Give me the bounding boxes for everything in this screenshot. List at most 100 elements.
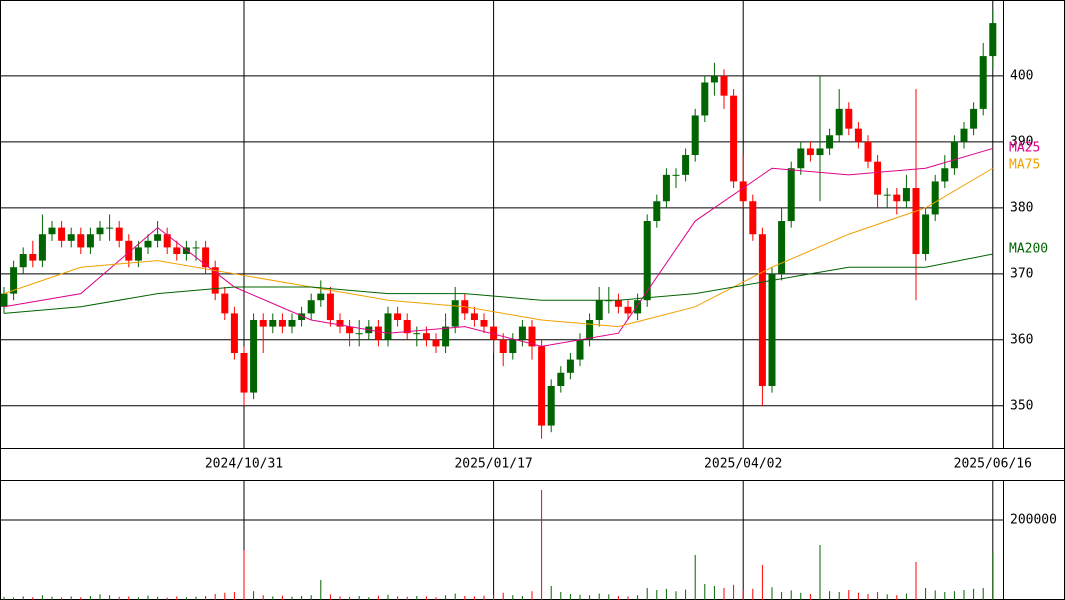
- candle-body: [816, 148, 824, 156]
- candle-body: [701, 82, 709, 116]
- candle-body: [557, 372, 565, 386]
- candle-body: [29, 254, 37, 261]
- x-tick-label: 2025/06/16: [954, 457, 1032, 472]
- candle-body: [845, 108, 853, 129]
- candle-body: [749, 201, 757, 235]
- candle-body: [278, 320, 286, 327]
- candle-body: [442, 326, 450, 347]
- candle-body: [384, 313, 392, 340]
- candle-body: [154, 234, 162, 241]
- candle-body: [125, 240, 133, 261]
- candle-body: [490, 326, 498, 340]
- candle-body: [403, 320, 411, 334]
- candle-body: [202, 247, 210, 268]
- candle-body: [86, 234, 94, 248]
- candle-body: [499, 339, 507, 353]
- candle-body: [778, 221, 786, 274]
- candle-body: [614, 300, 622, 307]
- candle-body: [950, 141, 958, 169]
- candle-body: [710, 75, 718, 83]
- candle-body: [941, 168, 949, 182]
- volume-tick-label: 200000: [1010, 513, 1057, 528]
- y-tick-label: 390: [1010, 134, 1033, 149]
- legend-label: MA75: [1009, 158, 1040, 173]
- candle-body: [470, 313, 478, 320]
- candle-body: [672, 174, 680, 176]
- candle-body: [528, 326, 536, 347]
- candle-body: [518, 326, 526, 340]
- y-tick-label: 350: [1010, 398, 1033, 413]
- candle-body: [634, 300, 642, 314]
- y-tick-label: 400: [1010, 68, 1033, 83]
- candle-body: [374, 326, 382, 340]
- candle-body: [182, 247, 190, 255]
- candle-body: [826, 135, 834, 149]
- candle-body: [586, 320, 594, 340]
- candle-body: [259, 320, 267, 327]
- candle-body: [902, 188, 910, 202]
- candle-body: [691, 115, 699, 156]
- candle-body: [979, 56, 987, 109]
- candle-body: [730, 95, 738, 182]
- legend-label: MA25: [1009, 141, 1040, 156]
- candle-body: [230, 313, 238, 353]
- candle-body: [134, 247, 142, 261]
- candle-body: [653, 201, 661, 222]
- candle-body: [451, 300, 459, 327]
- candle-body: [989, 23, 997, 57]
- candle-body: [115, 227, 123, 241]
- candle-body: [912, 188, 920, 255]
- candle-body: [173, 247, 181, 255]
- candle-body: [336, 320, 344, 327]
- candle-body: [970, 108, 978, 129]
- candle-body: [211, 267, 219, 294]
- candle-body: [835, 108, 843, 136]
- candle-body: [893, 194, 901, 202]
- moving-average-line: [3, 147, 993, 347]
- y-tick-label: 380: [1010, 200, 1033, 215]
- candle-body: [326, 293, 334, 320]
- candle-body: [662, 174, 670, 202]
- candle-body: [883, 194, 891, 196]
- candle-body: [307, 300, 315, 314]
- candle-body: [538, 346, 546, 426]
- x-tick-label: 2024/10/31: [205, 457, 283, 472]
- candle-body: [298, 313, 306, 320]
- candle-body: [566, 359, 574, 373]
- candle-body: [250, 320, 258, 393]
- candle-body: [739, 181, 747, 202]
- candle-body: [58, 227, 66, 241]
- candle-body: [922, 214, 930, 255]
- candle-body: [509, 339, 517, 353]
- candle-body: [720, 75, 728, 96]
- candle-body: [67, 234, 75, 241]
- candle-body: [758, 234, 766, 386]
- candle-body: [595, 300, 603, 320]
- candle-body: [413, 333, 421, 335]
- candle-body: [422, 333, 430, 340]
- candle-body: [144, 240, 152, 248]
- candle-body: [106, 227, 114, 229]
- candle-body: [288, 320, 296, 327]
- x-tick-label: 2025/01/17: [454, 457, 532, 472]
- candle-body: [163, 234, 171, 248]
- candle-body: [854, 128, 862, 142]
- candle-body: [874, 161, 882, 195]
- moving-average-line: [3, 253, 993, 314]
- candle-body: [624, 306, 632, 314]
- candle-body: [19, 254, 27, 268]
- candle-body: [10, 267, 18, 294]
- candle-body: [394, 313, 402, 320]
- candle-body: [806, 148, 814, 156]
- x-tick-label: 2025/04/02: [704, 457, 782, 472]
- candle-body: [787, 168, 795, 222]
- candle-body: [480, 320, 488, 327]
- candle-body: [931, 181, 939, 215]
- y-tick-label: 370: [1010, 266, 1033, 281]
- moving-average-line: [3, 167, 994, 328]
- candle-body: [547, 385, 555, 426]
- candle-body: [38, 234, 46, 261]
- candle-body: [797, 148, 805, 169]
- candle-body: [317, 293, 325, 301]
